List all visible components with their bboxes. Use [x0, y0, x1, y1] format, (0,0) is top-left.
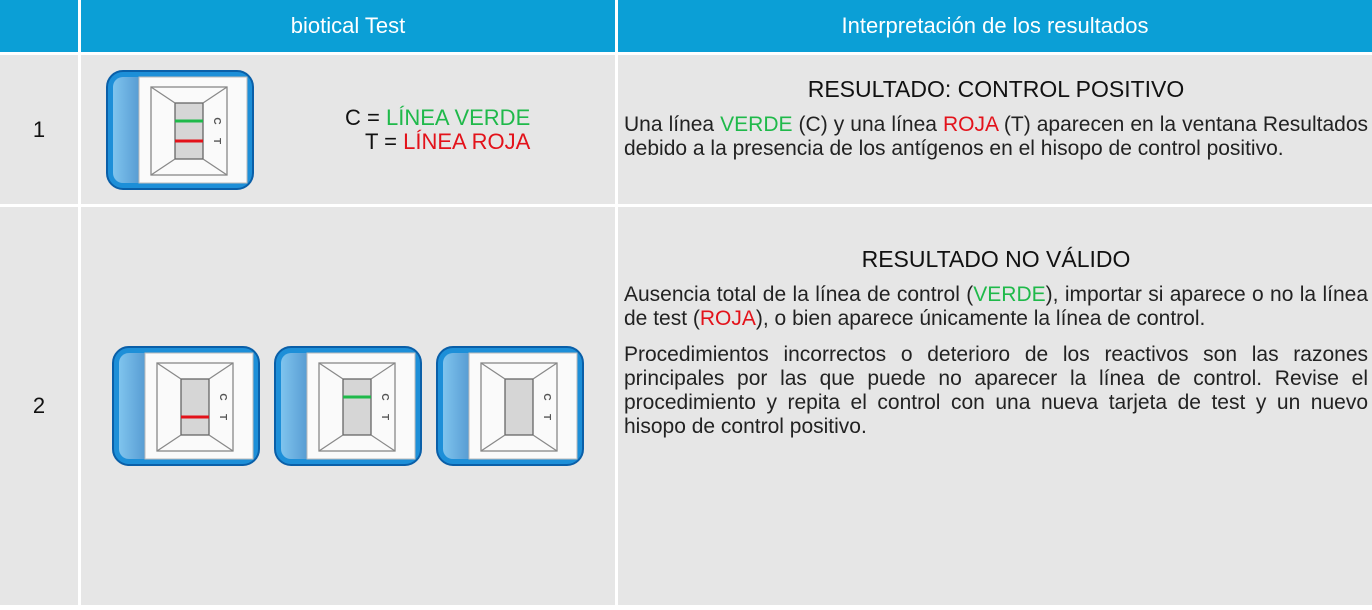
header-cell: [0, 0, 78, 52]
row-number: 2: [0, 207, 78, 605]
row-number: 1: [0, 55, 78, 204]
cassette-letter: T: [541, 414, 552, 420]
frame-edge: [532, 434, 558, 452]
frame-edge: [318, 362, 344, 380]
text-run: ), importar si aparece o no la línea de …: [624, 283, 1368, 330]
frame-edge: [150, 86, 176, 103]
paragraph: Ausencia total de la línea de control (V…: [624, 283, 1368, 331]
text-run: ROJA: [699, 307, 756, 330]
window: [174, 101, 204, 160]
test-cassette: CT: [112, 346, 260, 466]
window: [342, 378, 372, 436]
frame-edge: [480, 362, 506, 380]
frame-edge: [156, 434, 182, 452]
line-legend: C = LÍNEA VERDE T = LÍNEA ROJA: [345, 104, 531, 154]
frame-edge: [480, 434, 506, 452]
frame-edge: [370, 362, 396, 380]
text-run: LÍNEA VERDE: [385, 104, 531, 130]
test-cassette: CT: [436, 346, 584, 466]
text-run: Una línea: [624, 113, 721, 136]
frame: [480, 362, 558, 452]
result-title: RESULTADO: CONTROL POSITIVO: [807, 76, 1185, 102]
frame: [156, 362, 234, 452]
frame-edge: [532, 362, 558, 380]
frame-edge: [208, 362, 234, 380]
cassette-letter: T: [379, 414, 390, 420]
header-cell: Interpretación de los resultados: [618, 0, 1372, 52]
frame-edge: [150, 158, 176, 175]
cassette-letter: T: [211, 137, 222, 143]
frame-edge: [202, 86, 228, 103]
frame-edge: [370, 434, 396, 452]
frame-edge: [318, 434, 344, 452]
paragraph: Una línea VERDE (C) y una línea ROJA (T)…: [624, 113, 1368, 161]
paragraph: Procedimientos incorrectos o deterioro d…: [624, 343, 1368, 439]
frame-edge: [208, 434, 234, 452]
cassette-letter: C: [541, 393, 552, 400]
test-cassette: CT: [106, 69, 254, 190]
cassette-letter: T: [217, 414, 228, 420]
header-cell: biotical Test: [81, 0, 615, 52]
text-run: Procedimientos incorrectos o deterioro d…: [624, 343, 1368, 438]
frame: [150, 85, 228, 176]
text-run: C =: [345, 104, 386, 130]
frame: [318, 362, 396, 452]
text-run: LÍNEA ROJA: [403, 128, 531, 154]
text-run: Ausencia total de la línea de control (: [624, 283, 974, 306]
interpretation: RESULTADO: CONTROL POSITIVO Una línea VER…: [618, 55, 1372, 204]
text-run: VERDE: [973, 283, 1046, 306]
result-title: RESULTADO NO VÁLIDO: [861, 246, 1131, 272]
cassette-letter: C: [211, 117, 222, 124]
cassette-letter: C: [217, 393, 228, 400]
text-run: ), o bien aparece únicamente la línea de…: [755, 307, 1206, 330]
text-run: T =: [364, 128, 404, 154]
legend-line: T = LÍNEA ROJA: [345, 128, 531, 154]
legend-line: C = LÍNEA VERDE: [345, 104, 531, 130]
frame-edge: [202, 158, 228, 175]
cassette-letter: C: [379, 393, 390, 400]
text-run: (T) aparecen en la ventana Resultados de…: [624, 113, 1368, 160]
window: [504, 378, 534, 436]
text-run: VERDE: [720, 113, 793, 136]
interpretation: RESULTADO NO VÁLIDO Ausencia total de la …: [618, 207, 1372, 605]
test-cassette: CT: [274, 346, 422, 466]
text-run: (C) y una línea: [792, 113, 943, 136]
frame-edge: [156, 362, 182, 380]
text-run: ROJA: [942, 113, 998, 136]
window: [180, 378, 210, 436]
